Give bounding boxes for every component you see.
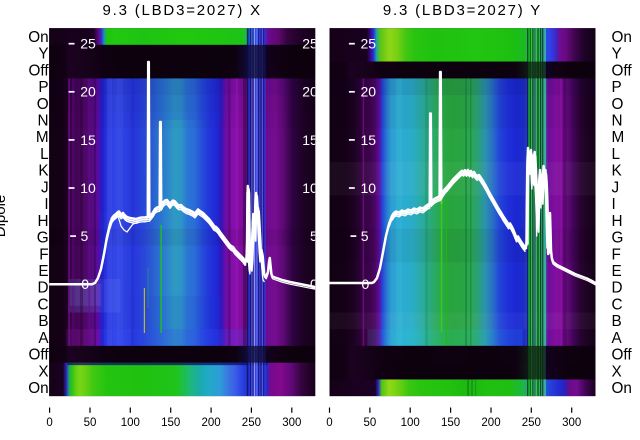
svg-text:0: 0 [362,276,370,292]
svg-text:250: 250 [522,417,541,429]
svg-text:0: 0 [46,417,52,429]
svg-text:I: I [44,196,48,213]
svg-text:H: H [38,213,49,230]
svg-text:O: O [37,96,49,113]
svg-text:M: M [612,129,625,146]
svg-text:J: J [41,179,49,196]
svg-text:C: C [612,296,623,313]
svg-text:10: 10 [361,180,377,196]
svg-text:20: 20 [80,84,96,100]
svg-text:On: On [28,380,48,397]
svg-text:On: On [28,29,48,46]
svg-text:N: N [38,112,49,129]
svg-text:F: F [612,246,621,263]
svg-text:N: N [612,112,623,129]
svg-text:O: O [612,96,624,113]
svg-text:Y: Y [38,46,48,63]
svg-text:I: I [612,196,616,213]
svg-text:300: 300 [562,417,581,429]
svg-text:150: 150 [161,417,180,429]
svg-text:On: On [612,380,632,397]
svg-text:50: 50 [84,417,97,429]
svg-text:5: 5 [361,228,369,244]
svg-text:J: J [612,179,620,196]
svg-text:0: 0 [81,276,89,292]
svg-text:20: 20 [302,84,318,100]
svg-text:K: K [38,163,49,180]
svg-text:L: L [40,146,49,163]
svg-text:Dipole: Dipole [0,195,9,238]
svg-text:9.3 (LBD3=2027) Y: 9.3 (LBD3=2027) Y [383,2,542,19]
svg-text:250: 250 [242,417,261,429]
svg-text:100: 100 [121,417,140,429]
svg-text:200: 200 [481,417,500,429]
svg-text:150: 150 [441,417,460,429]
svg-text:A: A [38,330,49,347]
svg-text:0: 0 [310,276,318,292]
svg-text:5: 5 [81,228,89,244]
svg-text:10: 10 [302,180,318,196]
svg-text:E: E [38,263,48,280]
svg-text:X: X [38,363,48,380]
svg-text:5: 5 [310,228,318,244]
svg-text:B: B [38,313,48,330]
svg-text:50: 50 [364,417,377,429]
svg-text:G: G [612,230,624,247]
svg-text:F: F [39,246,48,263]
svg-text:20: 20 [361,84,377,100]
svg-text:15: 15 [302,132,318,148]
svg-text:9.3 (LBD3=2027) X: 9.3 (LBD3=2027) X [102,2,261,19]
svg-text:15: 15 [361,132,377,148]
svg-text:10: 10 [80,180,96,196]
svg-text:Y: Y [612,46,622,63]
svg-text:G: G [37,230,49,247]
svg-text:On: On [612,29,632,46]
svg-text:25: 25 [302,36,318,52]
svg-text:25: 25 [361,36,377,52]
svg-text:25: 25 [80,36,96,52]
svg-text:200: 200 [202,417,221,429]
svg-text:L: L [612,146,621,163]
svg-text:M: M [36,129,49,146]
svg-text:C: C [38,296,49,313]
svg-text:Off: Off [28,347,49,364]
svg-text:X: X [612,363,622,380]
svg-text:A: A [612,330,623,347]
svg-text:H: H [612,213,623,230]
svg-text:P: P [38,79,48,96]
svg-text:100: 100 [401,417,420,429]
svg-text:0: 0 [326,417,332,429]
svg-text:Off: Off [612,62,633,79]
svg-text:D: D [38,280,49,297]
svg-text:Off: Off [28,62,49,79]
svg-text:15: 15 [80,132,96,148]
svg-text:K: K [612,163,623,180]
svg-text:Off: Off [612,347,633,364]
svg-text:E: E [612,263,622,280]
svg-text:300: 300 [282,417,301,429]
svg-text:D: D [612,280,623,297]
svg-text:P: P [612,79,622,96]
svg-text:B: B [612,313,622,330]
